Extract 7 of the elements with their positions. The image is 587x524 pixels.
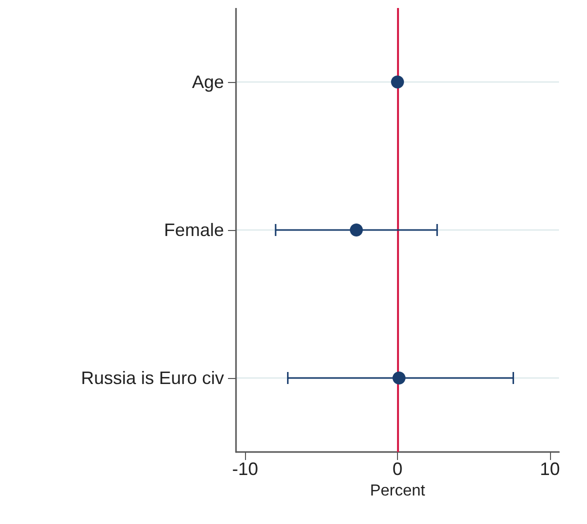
- x-tick-label: 0: [392, 459, 403, 479]
- y-tick-label: Russia is Euro civ: [80, 368, 224, 388]
- y-tick-label: Age: [192, 72, 224, 92]
- x-axis-title: Percent: [370, 482, 426, 500]
- y-tick-label: Female: [164, 220, 224, 240]
- x-tick-label: 10: [540, 459, 560, 479]
- x-tick-label: -10: [232, 459, 258, 479]
